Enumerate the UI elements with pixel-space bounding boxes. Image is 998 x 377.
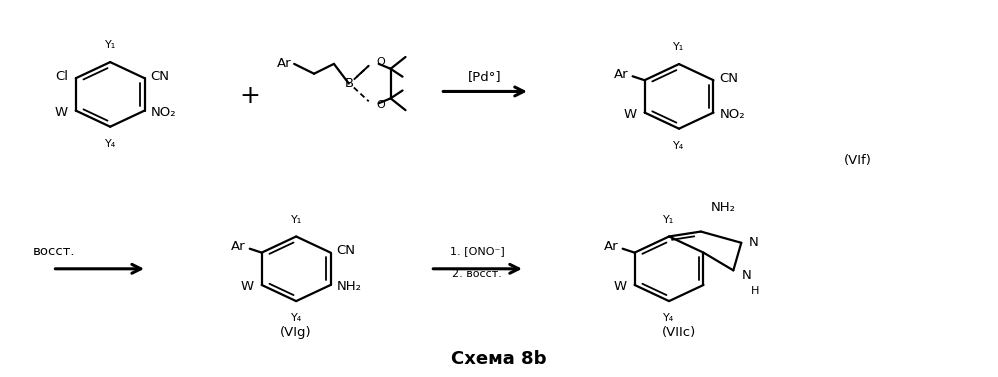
Text: +: + [239, 84, 259, 108]
Text: NO₂: NO₂ [720, 108, 746, 121]
Text: (VIf): (VIf) [844, 154, 872, 167]
Text: NH₂: NH₂ [711, 201, 736, 214]
Text: CN: CN [336, 244, 355, 257]
Text: NO₂: NO₂ [151, 106, 177, 119]
Text: H: H [751, 286, 759, 296]
Text: Y₄: Y₄ [105, 138, 116, 149]
Text: O: O [376, 100, 385, 110]
Text: CN: CN [151, 70, 170, 83]
Text: 1. [ONO⁻]: 1. [ONO⁻] [450, 246, 505, 256]
Text: W: W [624, 108, 637, 121]
Text: восст.: восст. [33, 245, 75, 257]
Text: NH₂: NH₂ [336, 280, 361, 293]
Text: 2. восст.: 2. восст. [452, 269, 502, 279]
Text: W: W [55, 106, 68, 119]
Text: Y₄: Y₄ [290, 313, 301, 323]
Text: Ar: Ar [276, 57, 291, 70]
Text: Y₁: Y₁ [664, 215, 675, 225]
Text: (VIg): (VIg) [280, 326, 312, 339]
Text: Ar: Ar [604, 240, 619, 253]
Text: Y₄: Y₄ [674, 141, 685, 150]
Text: N: N [749, 236, 759, 249]
Text: Cl: Cl [55, 70, 68, 83]
Text: [Pd°]: [Pd°] [468, 70, 502, 83]
Text: O: O [376, 57, 385, 67]
Text: Y₁: Y₁ [674, 42, 685, 52]
Text: Y₁: Y₁ [105, 40, 116, 50]
Text: Y₁: Y₁ [290, 215, 301, 225]
Text: (VIIc): (VIIc) [662, 326, 697, 339]
Text: W: W [241, 280, 253, 293]
Text: CN: CN [720, 72, 739, 85]
Text: W: W [614, 280, 627, 293]
Text: Ar: Ar [232, 240, 246, 253]
Text: N: N [742, 269, 751, 282]
Text: Y₄: Y₄ [664, 313, 675, 323]
Text: Ar: Ar [614, 68, 629, 81]
Text: Схема 8b: Схема 8b [451, 351, 547, 368]
Text: B: B [344, 77, 353, 90]
